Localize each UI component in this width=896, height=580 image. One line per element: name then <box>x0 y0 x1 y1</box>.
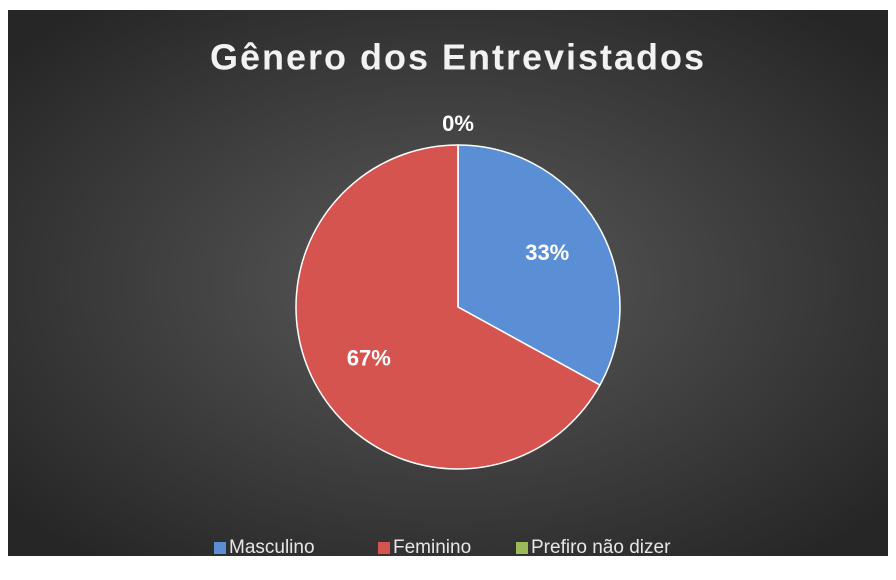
legend-marker <box>214 542 226 554</box>
chart-title: Gênero dos Entrevistados <box>210 37 706 78</box>
data-label: 0% <box>442 111 474 136</box>
legend-marker <box>378 542 390 554</box>
pie-slice <box>295 144 601 470</box>
legend-label: Masculino <box>229 537 315 558</box>
legend-label: Prefiro não dizer <box>531 537 671 558</box>
data-label: 67% <box>347 346 391 371</box>
data-label: 33% <box>525 240 569 265</box>
pie-slice <box>457 144 621 387</box>
legend-marker <box>516 542 528 554</box>
legend-label: Feminino <box>393 537 471 558</box>
